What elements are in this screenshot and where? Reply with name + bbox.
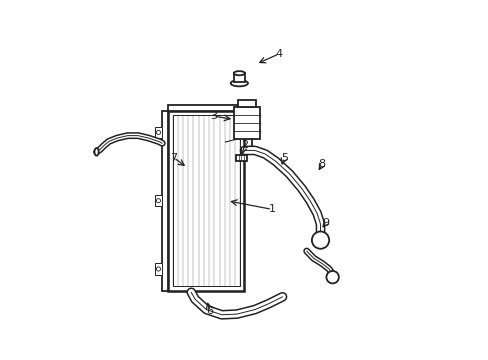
Bar	[168, 105, 244, 111]
Bar	[172, 115, 240, 287]
Bar	[154, 264, 162, 275]
Bar	[154, 195, 162, 206]
Bar	[168, 111, 244, 291]
Circle shape	[156, 130, 160, 135]
Ellipse shape	[230, 80, 247, 86]
Bar	[162, 111, 168, 291]
Text: 6: 6	[206, 306, 213, 316]
Text: 1: 1	[268, 204, 275, 214]
Circle shape	[156, 199, 160, 203]
Circle shape	[311, 231, 328, 249]
Text: 2: 2	[241, 140, 247, 150]
Text: 5: 5	[280, 153, 287, 162]
Text: 7: 7	[170, 153, 177, 162]
Bar	[154, 127, 162, 138]
Text: 3: 3	[209, 111, 217, 121]
Text: 9: 9	[322, 218, 328, 228]
Text: 4: 4	[275, 49, 282, 59]
Circle shape	[156, 267, 160, 271]
Ellipse shape	[94, 148, 99, 156]
Bar	[233, 73, 244, 82]
Bar	[235, 155, 246, 161]
Bar	[238, 100, 256, 107]
Ellipse shape	[233, 71, 244, 75]
Text: 8: 8	[318, 159, 325, 170]
Bar	[234, 107, 260, 139]
Circle shape	[325, 271, 338, 283]
